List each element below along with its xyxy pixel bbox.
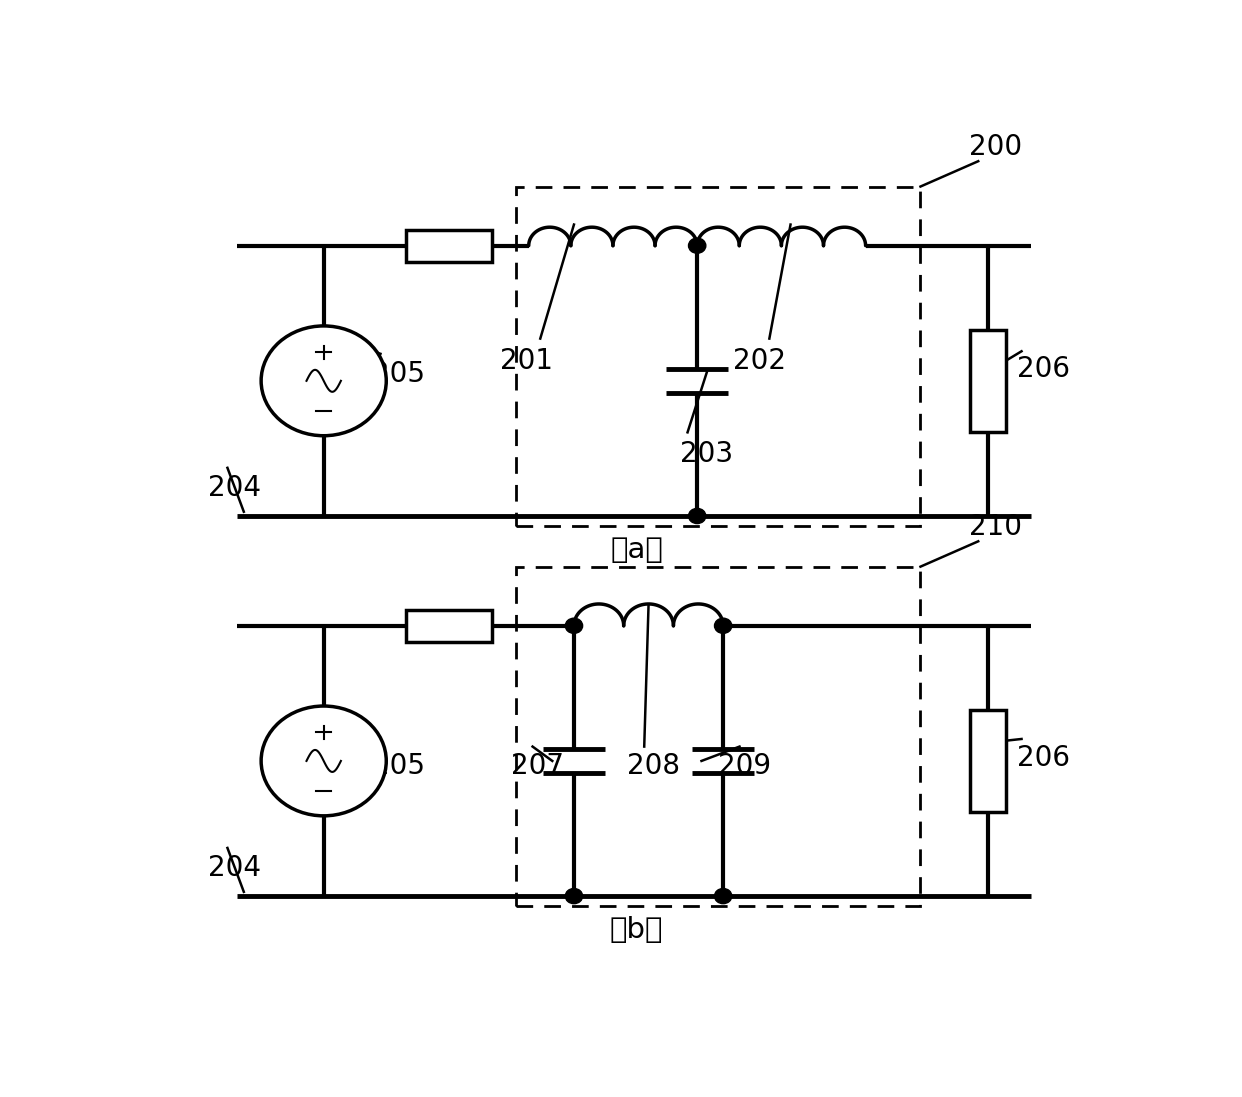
Circle shape [688, 238, 705, 253]
Circle shape [565, 619, 582, 633]
Text: 206: 206 [1017, 355, 1069, 384]
Text: 200: 200 [969, 133, 1022, 161]
Text: （b）: （b） [610, 916, 663, 943]
Circle shape [261, 326, 386, 436]
Text: 207: 207 [512, 753, 564, 780]
Text: 204: 204 [209, 474, 261, 501]
Bar [517, 567, 920, 906]
Text: 203: 203 [679, 440, 733, 468]
Bar [517, 186, 920, 527]
Text: 201: 201 [499, 347, 553, 375]
Text: 204: 204 [209, 853, 261, 882]
Circle shape [565, 889, 582, 904]
Bar [970, 330, 1006, 431]
Text: 205: 205 [371, 753, 425, 780]
Bar [405, 610, 492, 642]
Text: 206: 206 [1017, 744, 1069, 772]
Bar [405, 229, 492, 262]
Text: （a）: （a） [610, 535, 663, 564]
Text: 208: 208 [627, 753, 679, 780]
Text: 202: 202 [733, 347, 786, 375]
Text: 210: 210 [969, 513, 1022, 541]
Text: 205: 205 [371, 360, 425, 387]
Circle shape [714, 889, 732, 904]
Circle shape [261, 706, 386, 816]
Circle shape [714, 619, 732, 633]
Text: 209: 209 [718, 753, 771, 780]
Bar [970, 710, 1006, 812]
Circle shape [688, 508, 705, 523]
